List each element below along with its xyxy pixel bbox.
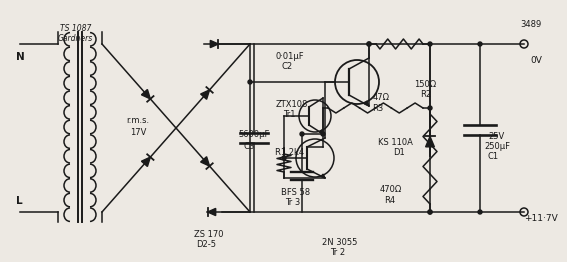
Circle shape [248, 80, 252, 84]
Polygon shape [321, 174, 325, 178]
Text: 17V: 17V [130, 128, 146, 137]
Text: 2N 3055: 2N 3055 [322, 238, 357, 247]
Text: 470Ω: 470Ω [380, 185, 402, 194]
Text: C2: C2 [282, 62, 293, 71]
Polygon shape [210, 40, 218, 48]
Circle shape [300, 132, 304, 136]
Text: N: N [16, 52, 25, 62]
Text: TS 1087: TS 1087 [60, 24, 91, 33]
Text: ZTX108: ZTX108 [276, 100, 308, 109]
Text: R2: R2 [420, 90, 431, 99]
Text: KS 110A: KS 110A [378, 138, 413, 147]
Polygon shape [364, 101, 369, 106]
Circle shape [321, 132, 325, 136]
Circle shape [367, 42, 371, 46]
Text: +11·7V: +11·7V [524, 214, 558, 223]
Polygon shape [208, 208, 215, 216]
Text: 150Ω: 150Ω [414, 80, 436, 89]
Circle shape [478, 210, 482, 214]
Text: Tr 2: Tr 2 [330, 248, 345, 257]
Text: Tr1: Tr1 [283, 110, 295, 119]
Text: Tr 3: Tr 3 [285, 198, 301, 207]
Text: BFS 58: BFS 58 [281, 188, 310, 197]
Circle shape [428, 106, 432, 110]
Polygon shape [141, 90, 150, 99]
Text: D1: D1 [393, 148, 405, 157]
Circle shape [428, 210, 432, 214]
Text: 3489: 3489 [520, 20, 541, 29]
Circle shape [428, 42, 432, 46]
Polygon shape [319, 130, 323, 134]
Circle shape [478, 42, 482, 46]
Polygon shape [201, 90, 210, 99]
Text: C1: C1 [488, 152, 499, 161]
Circle shape [282, 156, 286, 160]
Circle shape [428, 210, 432, 214]
Polygon shape [141, 157, 150, 166]
Text: 25V: 25V [488, 132, 504, 141]
Text: 250μF: 250μF [484, 142, 510, 151]
Text: R4: R4 [384, 196, 395, 205]
Text: 47Ω: 47Ω [373, 93, 390, 102]
Text: ZS 170: ZS 170 [194, 230, 223, 239]
Text: D2-5: D2-5 [196, 240, 216, 249]
Polygon shape [426, 137, 434, 147]
Text: R3: R3 [372, 104, 383, 113]
Text: r.m.s.: r.m.s. [126, 116, 149, 125]
Circle shape [367, 42, 371, 46]
Text: C3: C3 [243, 142, 254, 151]
Text: 0·01μF: 0·01μF [275, 52, 303, 61]
Text: L: L [16, 196, 23, 206]
Text: Gardners: Gardners [58, 34, 93, 43]
Text: 0V: 0V [530, 56, 542, 65]
Text: R1 2k4: R1 2k4 [275, 148, 304, 157]
Text: 5600μF: 5600μF [238, 130, 269, 139]
Polygon shape [201, 157, 210, 166]
